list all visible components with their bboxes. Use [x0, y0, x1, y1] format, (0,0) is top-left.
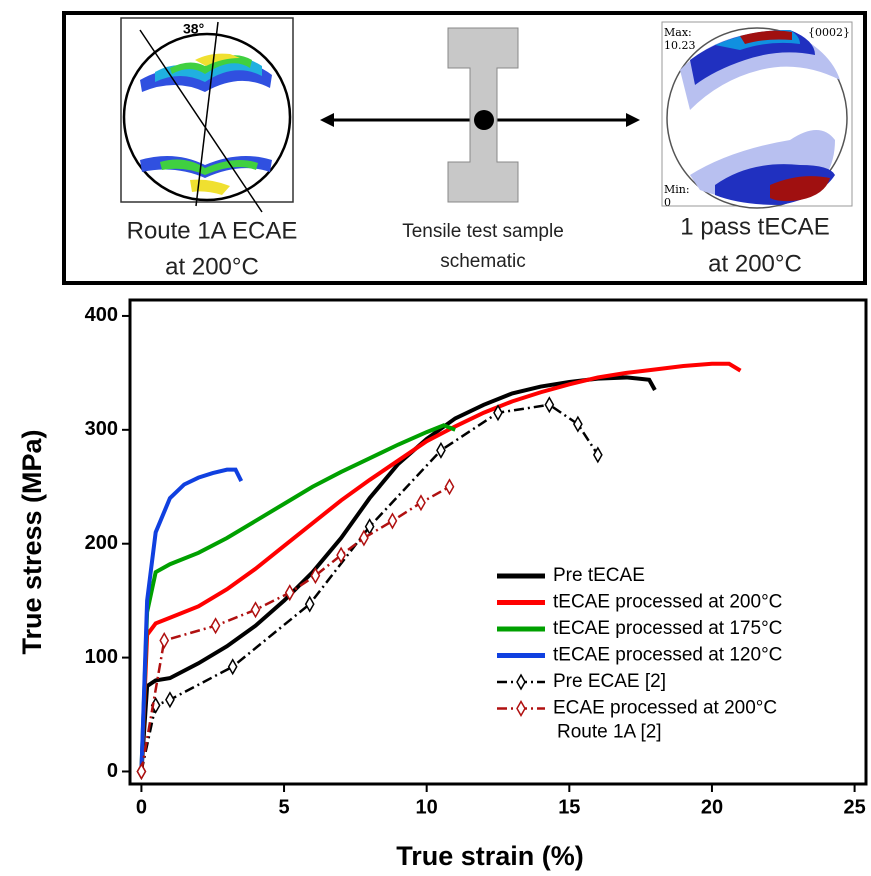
y-tick-label: 0	[107, 760, 118, 782]
left-caption: at 200°C	[165, 253, 259, 280]
legend-label: tECAE processed at 175°C	[553, 618, 782, 639]
middle-caption: Tensile test sample	[402, 221, 564, 242]
series-line	[140, 485, 451, 772]
series-marker	[304, 595, 315, 613]
y-axis-label: True stress (MPa)	[17, 429, 47, 654]
legend-label: Pre ECAE [2]	[553, 671, 666, 692]
series-line	[140, 403, 599, 772]
series-marker	[284, 584, 295, 602]
legend-label: tECAE processed at 120°C	[553, 645, 782, 666]
plot-frame	[128, 298, 868, 786]
right-caption: 1 pass tECAE	[680, 213, 829, 240]
max-value: 10.23	[664, 39, 696, 52]
angle-label: 38°	[183, 21, 204, 37]
y-tick-label: 300	[85, 418, 118, 440]
legend-marker	[516, 673, 526, 691]
series-marker	[592, 446, 603, 464]
series-line	[139, 361, 742, 772]
left-pole-figure: 38°	[120, 17, 294, 213]
legend-label: tECAE processed at 200°C	[553, 592, 782, 613]
series-marker	[387, 512, 398, 530]
series-marker	[359, 529, 369, 547]
legend-marker	[516, 699, 526, 718]
middle-caption: schematic	[440, 251, 526, 272]
series-line	[139, 423, 456, 772]
legend-label: ECAE processed at 200°C Route 1A [2]	[553, 698, 777, 743]
series-marker	[165, 691, 175, 709]
series-marker	[336, 546, 346, 564]
series-marker	[250, 601, 261, 619]
series-line	[139, 467, 244, 772]
left-caption: Route 1A ECAE	[127, 217, 298, 244]
series-marker	[573, 415, 583, 433]
x-tick-label: 0	[136, 796, 147, 818]
y-tick-label: 400	[85, 304, 118, 326]
min-value: 0	[664, 196, 671, 209]
right-caption: at 200°C	[708, 250, 802, 277]
right-pole-figure: Max: 10.23 {0002} Min: 0	[661, 21, 853, 209]
x-tick-label: 5	[278, 796, 289, 818]
min-label: Min:	[664, 183, 690, 196]
x-tick-label: 20	[701, 796, 723, 818]
series-marker	[310, 567, 321, 585]
series-marker	[416, 494, 426, 512]
series-marker	[444, 478, 455, 496]
x-tick-label: 15	[558, 796, 580, 818]
series-marker	[159, 631, 170, 650]
series-marker	[136, 762, 147, 780]
series-marker	[227, 658, 238, 676]
x-tick-label: 10	[416, 796, 438, 818]
y-tick-label: 200	[85, 532, 118, 554]
max-label: Max:	[664, 26, 692, 39]
x-tick-label: 25	[843, 796, 865, 818]
series-marker	[210, 617, 221, 635]
series-marker	[544, 396, 555, 414]
x-axis-label: True strain (%)	[396, 841, 584, 871]
y-tick-label: 100	[85, 646, 118, 668]
plane-label: {0002}	[808, 26, 850, 39]
series-marker	[436, 441, 446, 459]
legend-label: Pre tECAE	[553, 565, 645, 586]
series-marker	[493, 404, 503, 422]
sample-schematic	[320, 27, 640, 203]
